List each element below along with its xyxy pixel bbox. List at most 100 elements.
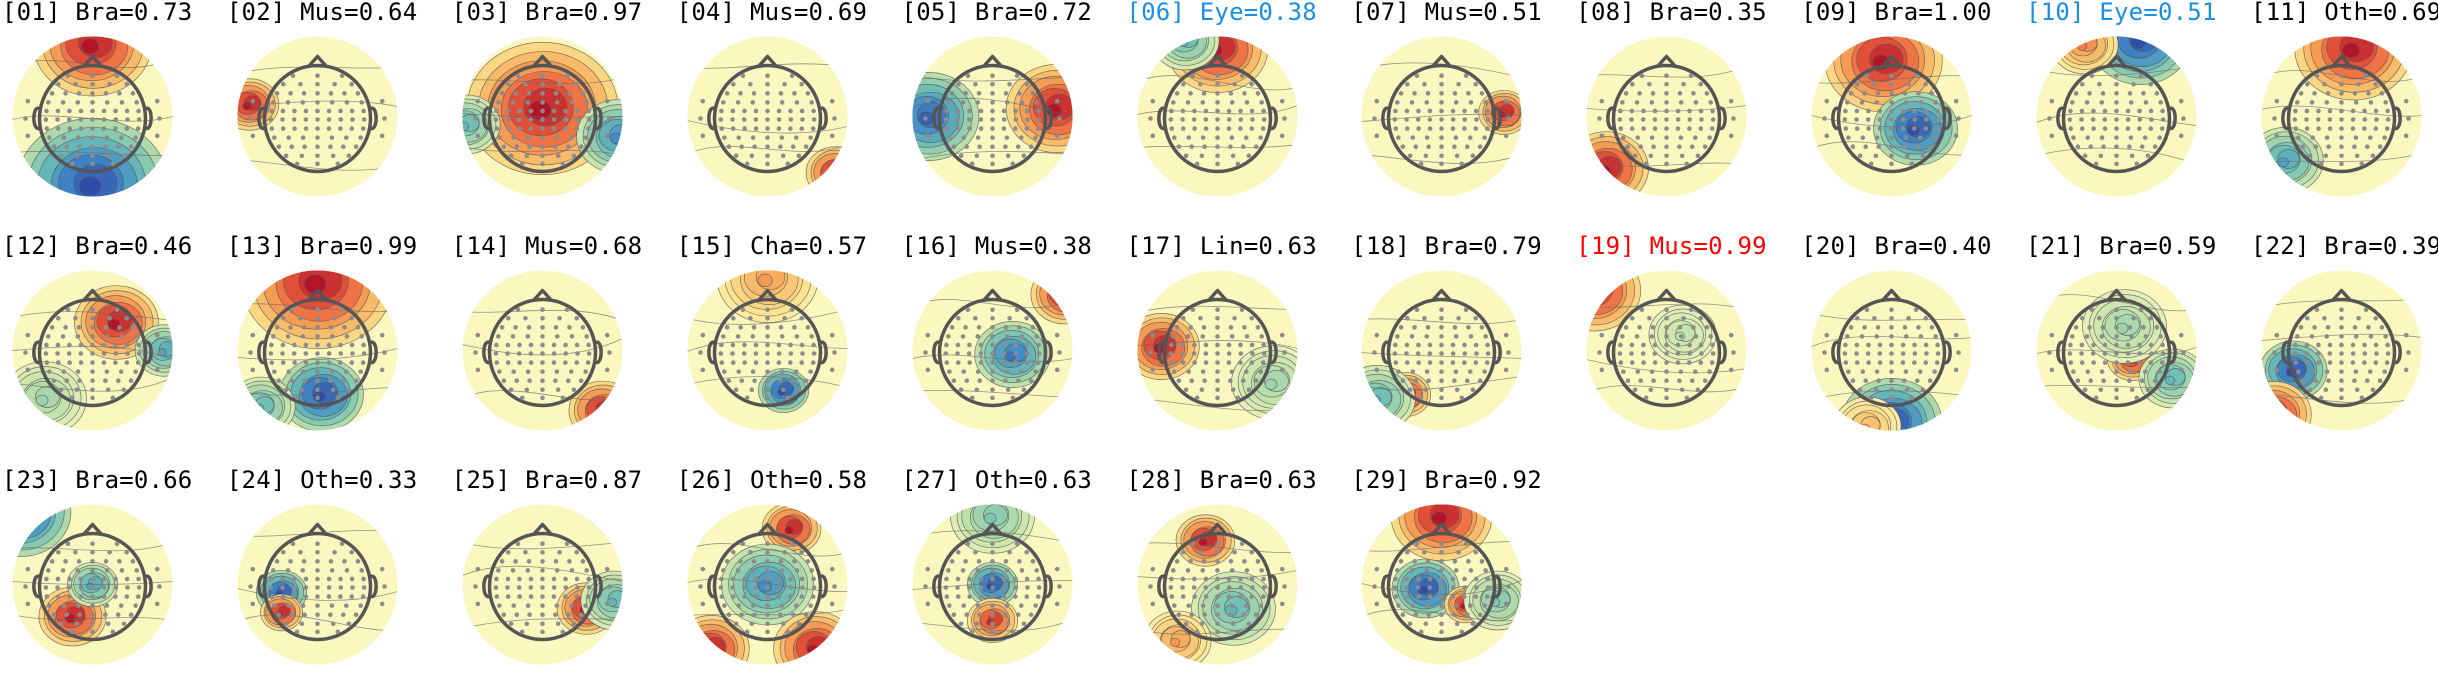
electrode-dot: [358, 603, 363, 608]
component-panel[interactable]: [06] Eye=0.38: [1125, 0, 1350, 222]
electrode-dot: [1923, 315, 1929, 321]
component-panel[interactable]: [15] Cha=0.57: [675, 232, 900, 456]
component-panel[interactable]: [07] Mus=0.51: [1349, 0, 1574, 222]
electrode-dot: [2373, 81, 2378, 87]
electrode-dot: [777, 144, 783, 149]
electrode-dot: [124, 108, 130, 114]
component-panel[interactable]: [05] Bra=0.72: [900, 0, 1125, 222]
component-panel[interactable]: [14] Mus=0.68: [450, 232, 675, 456]
electrode-dot: [1248, 594, 1254, 599]
electrode-dot: [1374, 566, 1380, 572]
left-ear-outline: [1156, 574, 1165, 599]
electrode-dot: [90, 100, 95, 105]
electrode-dot: [1190, 307, 1195, 313]
electrode-dot: [943, 117, 948, 122]
component-panel[interactable]: [26] Oth=0.58: [675, 466, 900, 690]
contour-line: [1137, 75, 1297, 91]
electrode-dot: [315, 91, 320, 96]
electrode-dot: [2137, 108, 2142, 114]
electrode-dot: [1468, 135, 1473, 140]
electrode-dot: [569, 334, 575, 339]
electrode-dot: [989, 315, 995, 321]
electrode-dot: [1168, 585, 1173, 590]
component-panel[interactable]: [11] Oth=0.69: [2249, 0, 2438, 222]
electrode-dot: [1902, 325, 1908, 330]
electrode-dot: [338, 576, 343, 582]
electrode-dot: [2354, 387, 2360, 393]
electrode-dot: [289, 378, 294, 383]
electrode-dot: [829, 133, 835, 139]
electrode-dot: [2406, 116, 2411, 121]
component-panel[interactable]: [24] Oth=0.33: [225, 466, 450, 690]
electrode-dot: [989, 612, 995, 617]
component-panel[interactable]: [01] Bra=0.73: [0, 0, 225, 222]
component-panel[interactable]: [04] Mus=0.69: [675, 0, 900, 222]
electrode-dot: [327, 378, 333, 383]
electrode-dot: [2128, 135, 2134, 140]
electrode-dot: [1923, 108, 1929, 114]
component-panel[interactable]: [23] Bra=0.66: [0, 466, 225, 690]
component-panel[interactable]: [27] Oth=0.63: [900, 466, 1125, 690]
electrode-dot: [989, 334, 995, 339]
electrode-dot: [1664, 153, 1670, 159]
electrode-dot: [752, 612, 757, 617]
electrode-dot: [315, 568, 320, 573]
component-panel[interactable]: [03] Bra=0.97: [450, 0, 675, 222]
nose-outline: [82, 54, 103, 68]
electrode-dot: [552, 144, 558, 149]
component-panel[interactable]: [18] Bra=0.79: [1349, 232, 1574, 456]
electrode-dot: [574, 126, 579, 131]
electrode-dot: [315, 369, 320, 374]
electrode-dot: [584, 100, 589, 105]
component-panel[interactable]: [12] Bra=0.46: [0, 232, 225, 456]
component-panel[interactable]: [22] Bra=0.39: [2249, 232, 2438, 456]
contour-level: [609, 132, 623, 144]
electrode-dot: [291, 351, 297, 356]
component-panel[interactable]: [09] Bra=1.00: [1799, 0, 2024, 222]
electrode-dot: [2322, 81, 2327, 87]
electrode-dot: [764, 594, 770, 599]
scalp-map-background: [1361, 36, 1522, 197]
component-panel[interactable]: [25] Bra=0.87: [450, 466, 675, 690]
electrode-dot: [1374, 332, 1380, 338]
component-panel[interactable]: [10] Eye=0.51: [2024, 0, 2249, 222]
electrode-dot: [1451, 576, 1456, 582]
electrode-dot: [271, 603, 277, 608]
component-classification: Bra=0.87: [525, 466, 643, 494]
electrode-dot: [737, 91, 743, 96]
component-panel[interactable]: [28] Bra=0.63: [1125, 466, 1350, 690]
electrode-dot: [764, 549, 770, 555]
electrode-dot: [268, 351, 274, 356]
electrode-dot: [332, 315, 337, 321]
component-panel[interactable]: [17] Lin=0.63: [1125, 232, 1350, 456]
component-panel[interactable]: [19] Mus=0.99: [1574, 232, 1799, 456]
component-panel[interactable]: [02] Mus=0.64: [225, 0, 450, 222]
electrode-dot: [113, 126, 118, 131]
electrode-dot: [554, 100, 560, 105]
electrode-dot: [329, 568, 335, 573]
electrode-dot: [338, 117, 344, 122]
component-panel[interactable]: [08] Bra=0.35: [1574, 0, 1799, 222]
electrode-dot: [499, 325, 505, 330]
electrode-dot: [943, 576, 949, 582]
component-panel[interactable]: [21] Bra=0.59: [2024, 232, 2249, 456]
electrode-dot: [2324, 100, 2330, 105]
electrode-dot: [922, 350, 928, 355]
electrode-dot: [23, 350, 28, 355]
component-panel[interactable]: [16] Mus=0.38: [900, 232, 1125, 456]
component-panel[interactable]: [13] Bra=0.99: [225, 232, 450, 456]
nose-outline: [2106, 288, 2127, 302]
electrode-dot: [2339, 73, 2344, 79]
component-panel[interactable]: [29] Bra=0.92: [1349, 466, 1574, 690]
electrode-dot: [1599, 367, 1605, 373]
electrode-dot: [1180, 549, 1186, 555]
electrode-dot: [1485, 576, 1491, 582]
electrode-dot: [1625, 378, 1631, 383]
electrode-dot: [2087, 91, 2092, 96]
nose-outline: [531, 54, 553, 68]
electrode-dot: [2125, 342, 2131, 348]
electrode-dot: [978, 576, 983, 582]
electrode-dot: [495, 334, 501, 339]
right-ear-outline: [1269, 106, 1278, 131]
component-panel[interactable]: [20] Bra=0.40: [1799, 232, 2024, 456]
